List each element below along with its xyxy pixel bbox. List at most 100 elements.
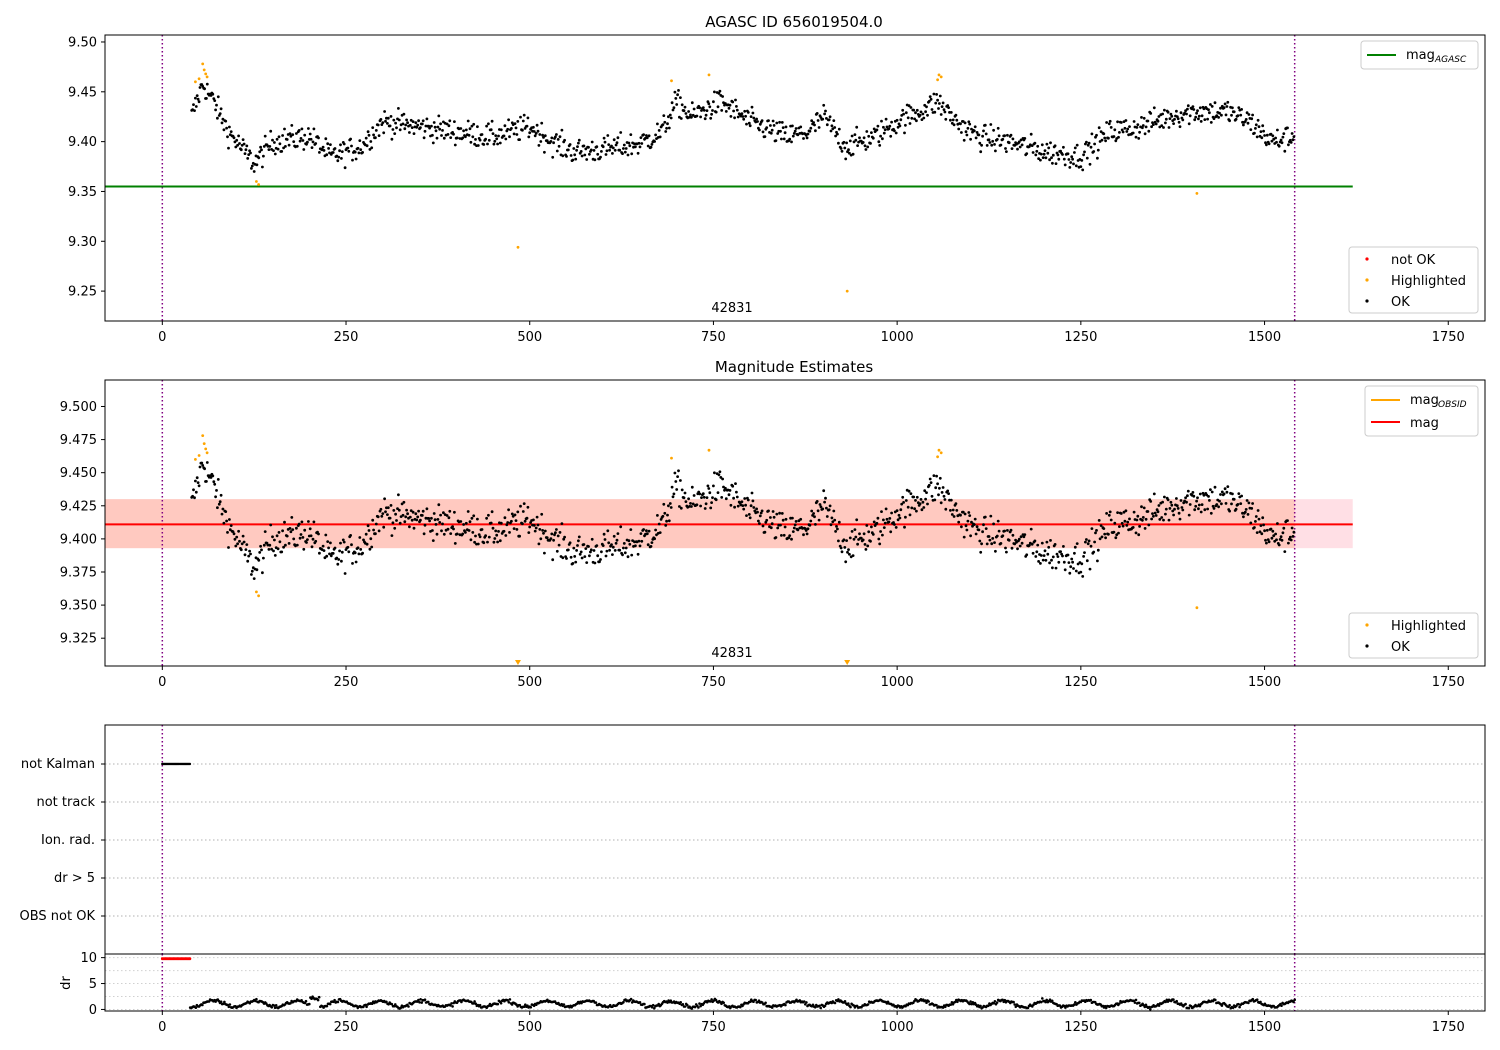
ok-point	[955, 118, 959, 122]
ok-point	[741, 504, 745, 507]
ok-point	[308, 132, 312, 136]
ok-point	[1276, 128, 1279, 132]
ok-point	[493, 139, 497, 143]
ok-point	[671, 108, 675, 112]
legend-subscript: AGASC	[1434, 55, 1467, 65]
ok-point	[947, 106, 950, 109]
ok-point	[365, 144, 369, 148]
dr-point	[1280, 1004, 1283, 1007]
ok-point	[929, 97, 933, 101]
ok-point	[1036, 543, 1040, 547]
ok-point	[466, 510, 470, 513]
ok-point	[194, 96, 197, 100]
ok-point	[1045, 540, 1049, 544]
ok-point	[758, 522, 761, 525]
ok-point	[1149, 112, 1153, 115]
ok-point	[1115, 533, 1119, 537]
ok-point	[815, 112, 819, 115]
ok-point	[194, 105, 198, 108]
ok-point	[947, 492, 950, 495]
ok-point	[1051, 153, 1055, 157]
ok-point	[1283, 149, 1287, 153]
ok-point	[192, 103, 195, 106]
dr-point	[995, 1001, 999, 1004]
ok-point	[765, 126, 769, 129]
ok-point	[608, 148, 611, 152]
ok-point	[590, 140, 594, 144]
ok-point	[554, 135, 557, 139]
ok-point	[215, 489, 218, 492]
ok-point	[1236, 503, 1240, 506]
ok-point	[366, 524, 370, 528]
ok-point	[257, 156, 261, 160]
y-tick-label: 9.475	[60, 433, 97, 448]
dr-point	[833, 1001, 837, 1005]
ok-point	[438, 521, 442, 524]
ok-point	[866, 145, 870, 149]
ok-point	[1056, 153, 1060, 157]
ok-point	[1022, 535, 1026, 539]
ok-point	[1280, 141, 1284, 145]
ok-point	[1096, 559, 1099, 563]
ok-point	[618, 548, 622, 552]
ok-point	[1244, 118, 1248, 121]
ok-point	[568, 541, 572, 545]
ok-point	[382, 525, 386, 529]
dr-point	[1259, 1000, 1262, 1004]
dr-point	[417, 998, 420, 1002]
ok-point	[690, 101, 694, 105]
dr-point	[629, 997, 633, 1001]
ok-point	[925, 491, 928, 494]
ok-point	[1157, 115, 1161, 118]
ok-point	[452, 132, 455, 136]
ok-point	[812, 121, 815, 124]
ok-point	[346, 146, 350, 150]
ok-point	[203, 467, 207, 471]
ok-point	[889, 134, 893, 138]
ok-point	[383, 110, 386, 113]
ok-point	[1124, 509, 1128, 513]
ok-point	[423, 523, 427, 527]
dr-point	[1026, 1006, 1030, 1010]
ok-point	[650, 541, 654, 544]
ok-point	[964, 130, 968, 134]
ok-point	[639, 136, 643, 140]
ok-point	[445, 514, 449, 517]
ok-point	[367, 529, 371, 532]
ok-point	[1181, 118, 1185, 122]
dr-point	[222, 1002, 225, 1006]
dr-point	[941, 1006, 945, 1009]
ok-point	[743, 497, 747, 500]
ok-point	[770, 522, 774, 526]
ok-point	[1255, 531, 1259, 534]
ok-point	[851, 152, 855, 156]
ok-point	[932, 92, 936, 96]
highlighted-point	[204, 447, 208, 451]
ok-point	[861, 141, 865, 144]
ok-point	[711, 109, 714, 112]
ok-point	[1219, 106, 1222, 110]
dr-point	[1138, 1001, 1141, 1005]
ok-point	[1080, 159, 1084, 162]
ok-point	[862, 532, 866, 536]
ok-point	[884, 507, 888, 511]
ok-point	[1219, 493, 1222, 496]
ok-point	[856, 542, 859, 546]
ok-point	[728, 489, 732, 492]
ok-point	[200, 461, 204, 465]
ok-point	[1178, 125, 1182, 129]
highlighted-point	[707, 448, 711, 452]
ok-point	[1175, 504, 1179, 508]
ok-point	[451, 525, 454, 528]
ok-point	[1132, 510, 1136, 514]
ok-point	[658, 531, 662, 534]
ok-point	[386, 506, 390, 510]
ok-point	[771, 510, 775, 513]
ok-point	[343, 572, 347, 575]
ok-point	[1088, 567, 1092, 571]
ok-point	[1085, 140, 1088, 144]
ok-point	[907, 489, 911, 493]
ok-point	[700, 496, 703, 499]
ok-point	[484, 137, 487, 141]
ok-point	[695, 114, 699, 118]
